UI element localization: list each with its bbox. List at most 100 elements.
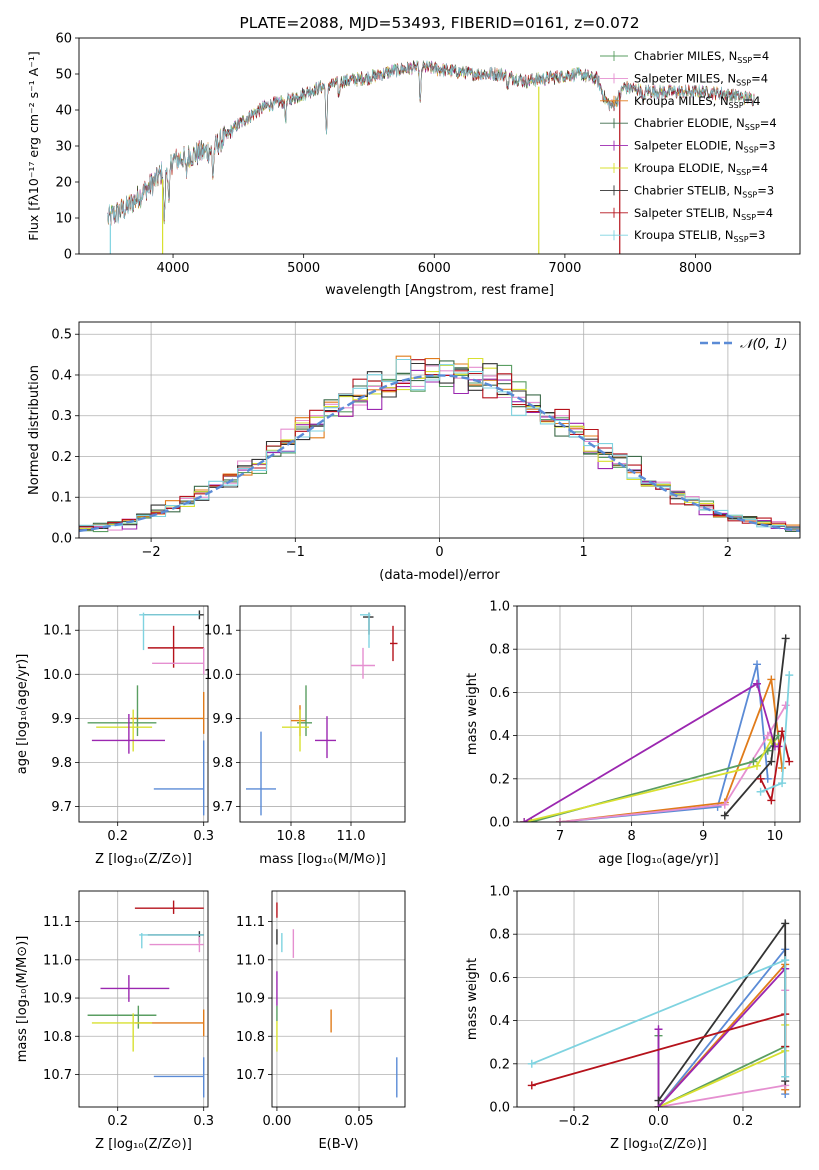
x-tick-label: 0: [435, 545, 443, 560]
axes: 0.00 0.05 10.7 10.8 10.9 11.0 11.1: [236, 915, 373, 1129]
y-tick-label: 0.4: [489, 1014, 510, 1029]
x-tick-label: 11.0: [337, 829, 366, 844]
x-axis-label: wavelength [Angstrom, rest frame]: [325, 283, 554, 298]
y-tick-label: 9.7: [212, 800, 233, 815]
x-tick-label: 8000: [679, 261, 712, 276]
legend-name: Kroupa MILES, N: [634, 94, 729, 108]
x-axis-label: mass [log₁₀(M/M⊙)]: [259, 852, 386, 867]
y-tick-label: 0.0: [51, 532, 72, 547]
y-tick-label: 0.8: [489, 928, 510, 943]
age-vs-Z-panel: 0.2 0.3 9.7 9.8 9.9 10.0 10.1 Z [log₁₀(Z/Z⊙)] ag…: [15, 605, 214, 867]
mass-weight-marker: [720, 800, 729, 809]
age-vs-mass-panel: 10.8 11.0 9.7 9.8 9.9 10.0 10.1 mass [log₁₀(M/M…: [204, 605, 406, 867]
y-tick-label: 10: [55, 212, 72, 227]
y-axis-label: mass weight: [465, 958, 480, 1040]
legend-label: Salpeter ELODIE, NSSP=3: [634, 139, 776, 155]
mass-weight-marker: [763, 731, 772, 740]
histograms: [79, 355, 800, 536]
mass-vs-Z-panel: 0.2 0.3 10.7 10.8 10.9 11.0 11.1 Z [log₁₀(Z/Z⊙)…: [15, 890, 214, 1152]
grid: [272, 891, 405, 1107]
legend-subscript: SSP: [729, 101, 744, 110]
x-tick-label: 10.8: [277, 829, 306, 844]
spectrum-lines: [107, 60, 755, 254]
mass-weight-marker: [785, 757, 794, 766]
mass-weight-marker: [527, 1081, 536, 1090]
mass-weight-marker: [781, 956, 790, 965]
mass-weight-series: [523, 682, 779, 822]
errorbar-point: [100, 975, 170, 1002]
y-tick-label: 10.7: [43, 1068, 72, 1083]
x-tick-label: 10: [767, 829, 784, 844]
x-tick-label: 9: [699, 829, 707, 844]
y-axis-label: mass weight: [465, 673, 480, 755]
y-tick-label: 9.7: [51, 800, 72, 815]
errorbar-point: [152, 647, 205, 675]
errorbars: [276, 902, 398, 1098]
errorbar-point: [87, 1005, 157, 1029]
plot-frame: [516, 890, 801, 1108]
legend-label: Chabrier MILES, NSSP=4: [634, 49, 769, 65]
y-axis-label: mass [log₁₀(M/M⊙)]: [15, 936, 30, 1063]
errorbar-point: [147, 931, 204, 943]
mass-weight-marker: [753, 679, 762, 688]
legend-name: Chabrier STELIB, N: [634, 183, 742, 197]
errorbar-point: [390, 625, 398, 662]
y-tick-label: 0.4: [489, 729, 510, 744]
y-tick-label: 9.9: [212, 712, 233, 727]
mass-vs-EBV-panel: 0.00 0.05 10.7 10.8 10.9 11.0 11.1 E(B-V): [236, 890, 406, 1152]
mass-weight-lines: [520, 634, 794, 822]
mass-weight-marker: [781, 701, 790, 710]
plot-frame: [78, 605, 209, 823]
legend-label: Kroupa MILES, NSSP=4: [634, 94, 760, 110]
x-tick-label: 0.00: [262, 1114, 291, 1129]
errorbars: [246, 612, 398, 816]
errorbar-point: [153, 740, 205, 816]
x-tick-label: −1: [286, 545, 305, 560]
mass-weight-marker: [527, 818, 536, 822]
legend-label: Salpeter MILES, NSSP=4: [634, 71, 768, 87]
mass-weight-marker: [720, 811, 729, 820]
mass-weight-marker: [767, 757, 776, 766]
y-tick-label: 0.0: [489, 816, 510, 831]
legend-tail: =3: [749, 228, 766, 242]
axes: 7 8 9 10 0.0 0.2 0.4 0.6 0.8 1.0: [489, 600, 783, 845]
y-axis-label: Flux [fλ10⁻¹⁷ erg cm⁻² s⁻¹ A⁻¹]: [26, 51, 41, 240]
legend-tail: =4: [752, 49, 769, 63]
x-tick-label: 7000: [548, 261, 581, 276]
x-tick-label: −0.2: [558, 1114, 590, 1129]
y-tick-label: 0.5: [51, 328, 72, 343]
legend-subscript: SSP: [736, 78, 751, 87]
y-tick-label: 60: [55, 32, 72, 47]
plot-frame: [78, 37, 801, 255]
errorbar-point: [87, 685, 157, 737]
legend-name: Salpeter ELODIE, N: [634, 139, 744, 153]
plot-frame: [271, 890, 406, 1108]
y-tick-label: 0: [64, 248, 72, 263]
mass-weight-marker: [527, 1059, 536, 1068]
y-tick-label: 0.8: [489, 643, 510, 658]
legend-subscript: SSP: [737, 56, 752, 65]
mass-weight-marker: [753, 660, 762, 669]
legend-label: Chabrier STELIB, NSSP=3: [634, 183, 774, 199]
mass-weight-marker: [756, 774, 765, 783]
x-tick-label: 5000: [287, 261, 320, 276]
legend: Chabrier MILES, NSSP=4 Salpeter MILES, NS…: [600, 49, 777, 244]
y-tick-label: 11.0: [43, 953, 72, 968]
axes: 0.2 0.3 9.7 9.8 9.9 10.0 10.1: [43, 624, 214, 844]
y-tick-label: 20: [55, 176, 72, 191]
mass-weight-series: [559, 679, 783, 822]
legend-label: 𝒩(0, 1): [740, 337, 787, 352]
x-axis-label: Z [log₁₀(Z/Z⊙)]: [95, 852, 192, 867]
legend-tail: =3: [757, 183, 774, 197]
legend-subscript: SSP: [745, 123, 760, 132]
y-tick-label: 0.6: [489, 971, 510, 986]
axes: 4000 5000 6000 7000 8000 0 10 20 30 40 50 60: [55, 32, 712, 277]
y-tick-label: 40: [55, 104, 72, 119]
x-tick-label: 0.2: [107, 1114, 128, 1129]
errorbar-point: [139, 612, 200, 651]
plots-layer: 4000 5000 6000 7000 80000102030405060PLATE=2…: [15, 14, 801, 1152]
legend-tail: =4: [760, 116, 777, 130]
mw-vs-Z-panel: −0.2 0.0 0.2 0.0 0.2 0.4 0.6 0.8 1.0 Z [log₁₀(Z/Z…: [465, 885, 801, 1152]
legend-label: Kroupa STELIB, NSSP=3: [634, 228, 765, 244]
